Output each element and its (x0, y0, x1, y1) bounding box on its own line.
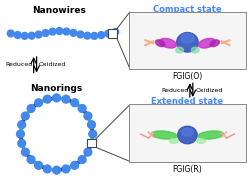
FancyBboxPatch shape (129, 12, 246, 69)
Ellipse shape (169, 138, 178, 143)
FancyBboxPatch shape (108, 29, 117, 38)
Circle shape (53, 94, 61, 102)
Circle shape (112, 29, 119, 36)
Circle shape (62, 165, 70, 173)
Circle shape (63, 28, 70, 35)
Circle shape (18, 139, 26, 147)
Circle shape (7, 30, 14, 37)
Text: Reduced: Reduced (161, 88, 188, 93)
Circle shape (84, 112, 92, 120)
Ellipse shape (156, 40, 165, 47)
Circle shape (105, 30, 112, 37)
Ellipse shape (151, 131, 177, 139)
Ellipse shape (198, 131, 224, 139)
Circle shape (70, 29, 77, 36)
Circle shape (84, 148, 92, 156)
Text: Oxidized: Oxidized (39, 62, 66, 67)
Circle shape (53, 166, 61, 174)
Circle shape (21, 112, 29, 120)
FancyBboxPatch shape (87, 139, 96, 147)
Ellipse shape (198, 38, 216, 48)
Circle shape (28, 32, 35, 39)
Ellipse shape (191, 47, 199, 53)
Circle shape (78, 156, 86, 163)
Circle shape (84, 32, 91, 39)
Circle shape (27, 156, 35, 163)
Text: Nanowires: Nanowires (33, 5, 86, 15)
FancyBboxPatch shape (129, 104, 246, 162)
Circle shape (21, 148, 29, 156)
Circle shape (88, 121, 95, 129)
Circle shape (43, 95, 51, 103)
Ellipse shape (178, 126, 197, 144)
Text: Extended state: Extended state (151, 97, 224, 106)
Text: Oxidized: Oxidized (195, 88, 223, 93)
Text: FGIG(R): FGIG(R) (173, 165, 202, 174)
Text: Nanorings: Nanorings (30, 84, 83, 93)
Ellipse shape (197, 138, 206, 143)
Circle shape (35, 161, 42, 169)
Circle shape (71, 161, 79, 169)
Circle shape (91, 33, 98, 39)
Circle shape (14, 32, 21, 38)
Circle shape (49, 28, 56, 35)
Ellipse shape (181, 33, 194, 43)
Ellipse shape (182, 128, 193, 136)
Circle shape (78, 105, 86, 112)
Ellipse shape (176, 47, 184, 53)
Circle shape (88, 139, 95, 147)
Text: FGIG(O): FGIG(O) (172, 72, 203, 81)
Circle shape (89, 130, 97, 138)
Circle shape (71, 99, 79, 107)
Text: Reduced: Reduced (5, 62, 32, 67)
Circle shape (35, 99, 42, 107)
Circle shape (77, 31, 84, 38)
Circle shape (62, 95, 70, 103)
Circle shape (98, 32, 105, 39)
Circle shape (17, 130, 24, 138)
Circle shape (21, 33, 28, 39)
Circle shape (43, 165, 51, 173)
Circle shape (42, 29, 49, 36)
Circle shape (27, 105, 35, 112)
Circle shape (35, 31, 42, 38)
Circle shape (56, 28, 63, 34)
Ellipse shape (210, 40, 219, 47)
Circle shape (18, 121, 26, 129)
Ellipse shape (159, 38, 176, 48)
Ellipse shape (177, 33, 198, 52)
Text: Compact state: Compact state (153, 5, 222, 14)
